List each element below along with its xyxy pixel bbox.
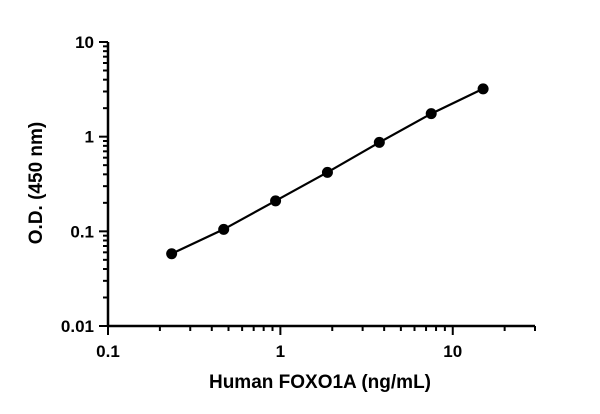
x-tick-label: 1 [276,342,285,361]
y-tick-label: 1 [85,128,94,147]
data-points [166,83,489,260]
axes [106,42,535,328]
x-axis-title: Human FOXO1A (ng/mL) [209,372,431,393]
data-point [321,166,333,178]
data-point [270,195,282,207]
y-tick-label: 10 [75,33,94,52]
data-point [425,108,437,120]
data-point [166,248,178,260]
y-tick-label: 0.1 [70,222,94,241]
data-point [477,83,489,95]
x-tick-label: 10 [443,342,462,361]
y-axis-title: O.D. (450 nm) [26,122,47,244]
data-point [373,136,385,148]
x-tick-label: 0.1 [96,342,120,361]
data-point [218,223,230,235]
y-tick-label: 0.01 [61,317,94,336]
